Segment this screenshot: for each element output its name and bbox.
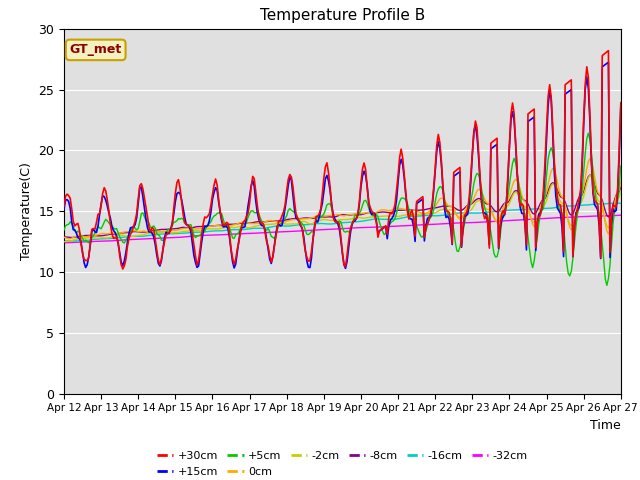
Text: GT_met: GT_met	[70, 43, 122, 56]
X-axis label: Time: Time	[590, 419, 621, 432]
Title: Temperature Profile B: Temperature Profile B	[260, 9, 425, 24]
Legend: +30cm, +15cm, +5cm, 0cm, -2cm, -8cm, -16cm, -32cm: +30cm, +15cm, +5cm, 0cm, -2cm, -8cm, -16…	[152, 446, 532, 480]
Y-axis label: Temperature(C): Temperature(C)	[20, 162, 33, 260]
